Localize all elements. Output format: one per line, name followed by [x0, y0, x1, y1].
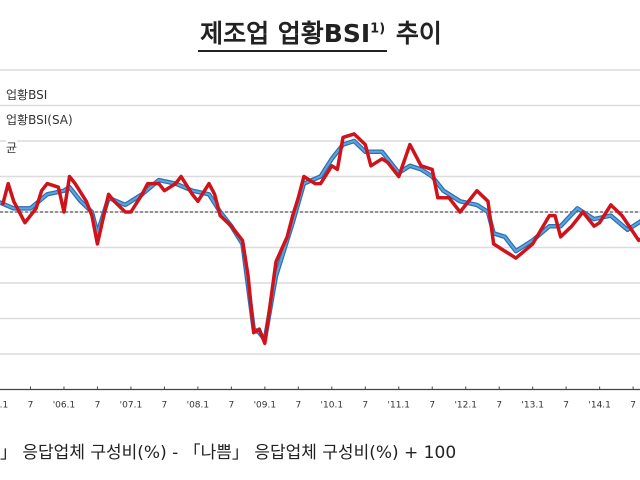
footnote: 」 응답업체 구성비(%) - 「나쁨」 응답업체 구성비(%) + 100 — [0, 443, 457, 463]
x-tick-label: 7 — [228, 401, 234, 411]
x-tick-label: 7 — [28, 401, 34, 411]
x-tick-label: 7 — [362, 401, 368, 411]
x-tick-label: '08.1 — [187, 401, 210, 411]
x-tick-label: 7 — [630, 401, 636, 411]
x-tick-label: '12.1 — [454, 401, 477, 411]
legend-entry-bsi-sa: 업황BSI(SA) — [6, 113, 73, 127]
x-tick-label: '13.1 — [521, 401, 544, 411]
x-tick-label: 7 — [496, 401, 502, 411]
title-footnote-mark: 1) — [370, 21, 386, 37]
x-tick-label: 7 — [429, 401, 435, 411]
title-text: 제조업 업황BSI — [200, 19, 371, 48]
x-tick-label: 7 — [563, 401, 569, 411]
x-tick-label: '05.1 — [0, 401, 8, 411]
x-tick-label: '10.1 — [321, 401, 344, 411]
x-tick-label: '07.1 — [120, 401, 143, 411]
x-tick-label: '06.1 — [53, 401, 76, 411]
x-tick-label: 7 — [295, 401, 301, 411]
series-line-bsi — [0, 132, 640, 346]
legend-entry-average: 균 — [6, 139, 18, 156]
title-suffix: 추이 — [395, 19, 442, 48]
chart-title: 제조업 업황BSI1) 추이 — [0, 14, 640, 52]
legend-entry-bsi: 업황BSI — [6, 88, 48, 102]
x-tick-label: 7 — [162, 401, 168, 411]
x-tick-label: '09.1 — [254, 401, 277, 411]
x-tick-label: '14.1 — [588, 401, 611, 411]
x-tick-label: 7 — [95, 401, 101, 411]
x-tick-label: '11.1 — [388, 401, 411, 411]
